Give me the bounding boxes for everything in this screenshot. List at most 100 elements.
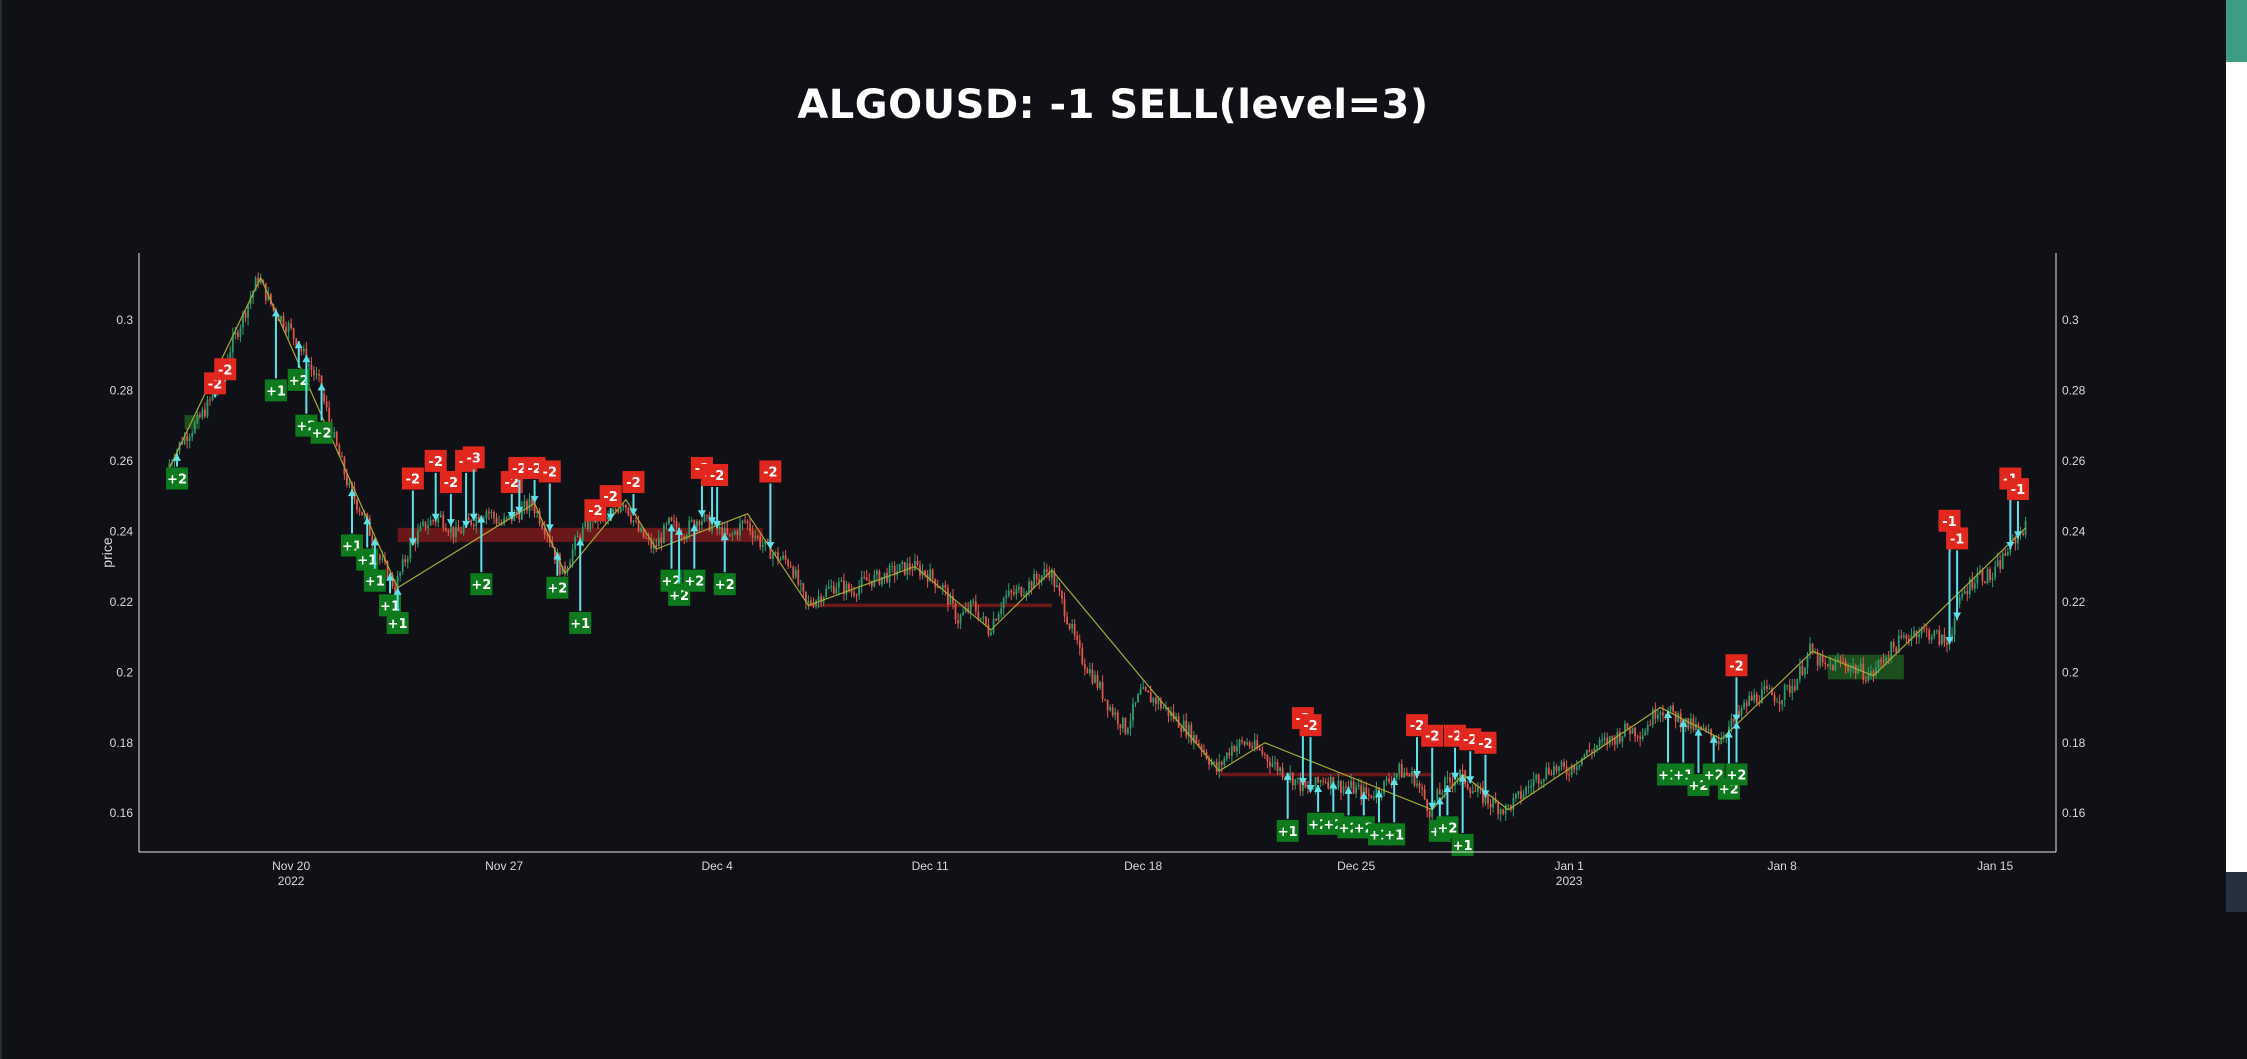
candle-body — [1522, 794, 1525, 800]
candle-body — [959, 615, 962, 624]
scrollbar-thumb[interactable] — [2226, 0, 2247, 62]
y-tick-label-right: 0.24 — [2062, 524, 2086, 538]
side-panel-edge — [2226, 62, 2247, 872]
y-tick-label-left: 0.16 — [110, 806, 134, 820]
signal-arrow-head — [317, 383, 326, 391]
signal-arrow-head — [1732, 721, 1741, 729]
candle-body — [1238, 740, 1241, 747]
signal-arrow-head — [606, 513, 615, 521]
signal-label: -2 — [1425, 730, 1439, 745]
sell-signal: -2 — [439, 471, 462, 527]
candle-body — [1423, 789, 1426, 800]
candle-body — [1938, 630, 1941, 645]
candle-body — [1086, 669, 1089, 674]
candle-body — [1674, 711, 1677, 722]
signal-box — [287, 368, 310, 391]
candle-body — [832, 585, 835, 594]
candle-body — [1905, 635, 1908, 639]
candle-body — [708, 515, 711, 532]
candle-body — [1586, 749, 1588, 756]
candle-body — [1991, 577, 1994, 580]
candle-body — [1058, 585, 1061, 592]
x-tick-label: Dec 18 — [1124, 859, 1162, 873]
signal-arrow-head — [2013, 531, 2022, 539]
candle-body — [379, 554, 381, 560]
candle-body — [1426, 799, 1429, 811]
candle-body — [1403, 772, 1406, 778]
candle-body — [1720, 738, 1723, 744]
candle-body — [1743, 702, 1745, 709]
signal-label: -2 — [428, 455, 442, 470]
candle-body — [414, 540, 417, 545]
side-panel-button[interactable] — [2226, 872, 2247, 912]
candle-body — [1276, 761, 1279, 772]
candle-body — [1137, 694, 1139, 703]
candle-body — [1613, 738, 1616, 745]
candle-body — [1213, 762, 1216, 764]
candle-body — [1352, 781, 1355, 794]
candle-body — [1494, 798, 1497, 804]
candle-body — [794, 569, 797, 578]
signal-box — [1938, 509, 1961, 532]
resistance-zone — [808, 603, 1052, 608]
candle-body — [204, 409, 206, 417]
candle-body — [368, 517, 371, 536]
candle-body — [1890, 642, 1893, 660]
signal-arrow-head — [1945, 637, 1954, 645]
signal-label: -1 — [2011, 483, 2025, 498]
signal-box — [713, 573, 736, 596]
candle-body — [1350, 781, 1352, 788]
signal-arrow-head — [1724, 730, 1733, 738]
candle-body — [396, 576, 399, 594]
candle-body — [1000, 608, 1003, 614]
candle-body — [404, 559, 407, 563]
candle-body — [1550, 773, 1553, 775]
candle-body — [282, 316, 285, 328]
candle-body — [1428, 810, 1431, 818]
signal-label: +1 — [1278, 825, 1298, 840]
candle-body — [328, 407, 331, 422]
candle-body — [424, 521, 427, 529]
candle-body — [1192, 735, 1195, 743]
signal-box — [1436, 816, 1459, 839]
candle-body — [429, 520, 432, 526]
candle-body — [234, 331, 237, 335]
candle-body — [1629, 729, 1631, 734]
candle-body — [1925, 628, 1928, 630]
candle-body — [1740, 708, 1743, 715]
signal-arrow-head — [1481, 790, 1490, 798]
candle-body — [1542, 778, 1545, 782]
signal-label: -3 — [466, 451, 480, 466]
candle-body — [1842, 661, 1844, 663]
signal-label: +2 — [684, 575, 704, 590]
candle-body — [840, 580, 843, 582]
candle-body — [442, 514, 445, 529]
candle-body — [1312, 788, 1314, 790]
signal-label: +1 — [357, 554, 377, 569]
candle-body — [1603, 738, 1606, 740]
signal-label: -2 — [543, 465, 557, 480]
signal-arrow-head — [302, 355, 311, 363]
candle-body — [1973, 583, 1976, 589]
candle-body — [807, 600, 810, 603]
candle-body — [1908, 638, 1910, 642]
candle-body — [751, 531, 754, 538]
candle-body — [1190, 724, 1193, 743]
candle-body — [1061, 591, 1063, 599]
signal-arrow-head — [1428, 802, 1437, 810]
candle-body — [1644, 731, 1647, 736]
candle-body — [1994, 566, 1997, 578]
signal-arrow-head — [1466, 776, 1475, 784]
y-tick-label-right: 0.22 — [2062, 595, 2086, 609]
candle-body — [901, 562, 904, 564]
candle-body — [399, 572, 402, 577]
signal-arrow-head — [530, 496, 539, 504]
candle-body — [1089, 669, 1091, 674]
candle-body — [1157, 699, 1160, 705]
candle-body — [701, 521, 703, 526]
candle-body — [1071, 624, 1074, 629]
signal-arrow-head — [553, 552, 562, 560]
signal-label: +2 — [312, 427, 332, 442]
candle-body — [1588, 749, 1591, 752]
